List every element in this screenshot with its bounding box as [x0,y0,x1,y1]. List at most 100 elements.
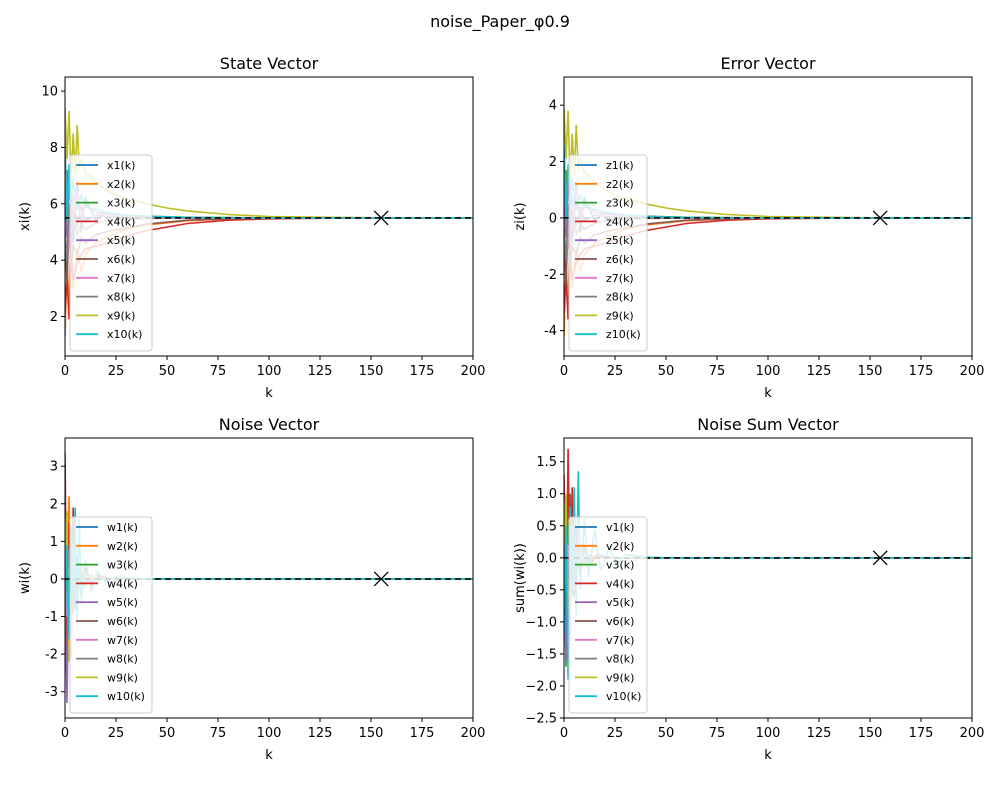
legend-label: x6(k) [107,253,135,266]
y-axis-label: xi(k) [18,202,33,231]
convergence-marker [872,550,888,566]
x-axis-label: k [764,386,772,401]
y-tick-label: 3 [50,460,58,475]
x-tick-label: 150 [359,364,384,379]
y-tick-label: 2 [549,155,557,170]
legend-label: w1(k) [107,521,138,534]
legend-label: v9(k) [606,671,634,684]
y-axis-label: wi(k) [18,562,33,594]
legend-label: z4(k) [606,215,634,228]
subplot-title: State Vector [220,54,319,73]
subplot-title: Noise Sum Vector [697,415,839,434]
convergence-marker [373,210,389,226]
y-tick-label: 0.0 [536,551,557,566]
x-tick-label: 125 [807,364,832,379]
legend-label: v7(k) [606,634,634,647]
y-tick-label: 4 [549,99,557,114]
legend-box [568,516,648,714]
x-tick-label: 175 [410,364,435,379]
legend-label: z7(k) [606,272,634,285]
x-tick-label: 0 [560,364,568,379]
legend-label: w10(k) [107,690,145,703]
x-axis-label: k [764,748,772,763]
legend-label: v1(k) [606,521,634,534]
y-tick-label: −2.5 [525,712,557,727]
x-tick-label: 150 [858,726,883,741]
y-tick-label: 1 [50,535,58,550]
y-tick-label: 6 [50,197,58,212]
figure-suptitle: noise_Paper_φ0.9 [430,12,570,31]
x-tick-label: 0 [61,364,69,379]
legend: x1(k) x2(k) x3(k) x4(k) x5(k) x6(k) x7(k) x8(k)… [69,154,153,352]
y-tick-label: -4 [544,324,557,339]
legend: w1(k) w2(k) w3(k) w4(k) w5(k) w6(k) w7(k) w8(k)… [69,516,153,714]
x-tick-label: 200 [461,364,486,379]
legend-label: w2(k) [107,540,138,553]
legend-label: w4(k) [107,577,138,590]
legend-label: z5(k) [606,234,634,247]
legend-label: x8(k) [107,291,135,304]
y-tick-label: 4 [50,254,58,269]
x-tick-label: 125 [308,364,333,379]
subplot-title: Noise Vector [219,415,320,434]
legend-box [568,154,648,352]
legend: v1(k) v2(k) v3(k) v4(k) v5(k) v6(k) v7(k) v8(k)… [568,516,648,714]
legend-label: x9(k) [107,309,135,322]
subplot-2: Error Vector 0 25 50 75 100 125 150 175 200 -4 -2 0 2… [513,54,984,401]
x-tick-label: 150 [359,726,384,741]
x-tick-label: 50 [159,364,176,379]
x-tick-label: 125 [308,726,333,741]
x-tick-label: 75 [210,726,227,741]
y-tick-label: −2.0 [525,679,557,694]
x-tick-label: 50 [159,726,176,741]
x-tick-label: 25 [108,726,125,741]
x-tick-label: 175 [909,364,934,379]
y-tick-label: −0.5 [525,583,557,598]
y-tick-label: 2 [50,497,58,512]
legend-box [69,516,153,714]
x-tick-label: 200 [960,364,985,379]
x-tick-label: 75 [709,726,726,741]
y-tick-label: 10 [41,85,58,100]
y-tick-label: -2 [544,268,557,283]
subplot-title: Error Vector [720,54,815,73]
y-tick-label: 0.5 [536,519,557,534]
x-tick-label: 75 [210,364,227,379]
x-tick-label: 100 [257,726,282,741]
legend-label: z10(k) [606,328,641,341]
legend-label: x5(k) [107,234,135,247]
legend-label: w3(k) [107,559,138,572]
y-tick-label: 0 [50,572,58,587]
x-tick-label: 50 [658,364,675,379]
y-tick-label: −1.5 [525,647,557,662]
legend-label: w5(k) [107,596,138,609]
legend-label: v5(k) [606,596,634,609]
legend-label: w7(k) [107,634,138,647]
x-tick-label: 0 [61,726,69,741]
legend-label: x2(k) [107,178,135,191]
x-tick-label: 200 [960,726,985,741]
legend-label: v3(k) [606,559,634,572]
legend-box [69,154,153,352]
legend-label: z2(k) [606,178,634,191]
x-tick-label: 75 [709,364,726,379]
x-tick-label: 25 [607,726,624,741]
x-axis-label: k [265,748,273,763]
y-tick-label: 1.5 [536,455,557,470]
legend-label: z9(k) [606,309,634,322]
y-tick-label: −1.0 [525,615,557,630]
x-axis-label: k [265,386,273,401]
y-tick-label: -2 [45,648,58,663]
y-tick-label: 1.0 [536,487,557,502]
legend-label: z6(k) [606,253,634,266]
legend: z1(k) z2(k) z3(k) z4(k) z5(k) z6(k) z7(k) z8(k)… [568,154,648,352]
x-tick-label: 175 [909,726,934,741]
subplot-4: Noise Sum Vector 0 25 50 75 100 125 150 175 200 −2… [513,415,984,763]
y-tick-label: 0 [549,211,557,226]
legend-label: w8(k) [107,653,138,666]
x-tick-label: 25 [108,364,125,379]
y-tick-label: -1 [45,610,58,625]
y-axis-label: sum(wi(k)) [513,543,528,613]
